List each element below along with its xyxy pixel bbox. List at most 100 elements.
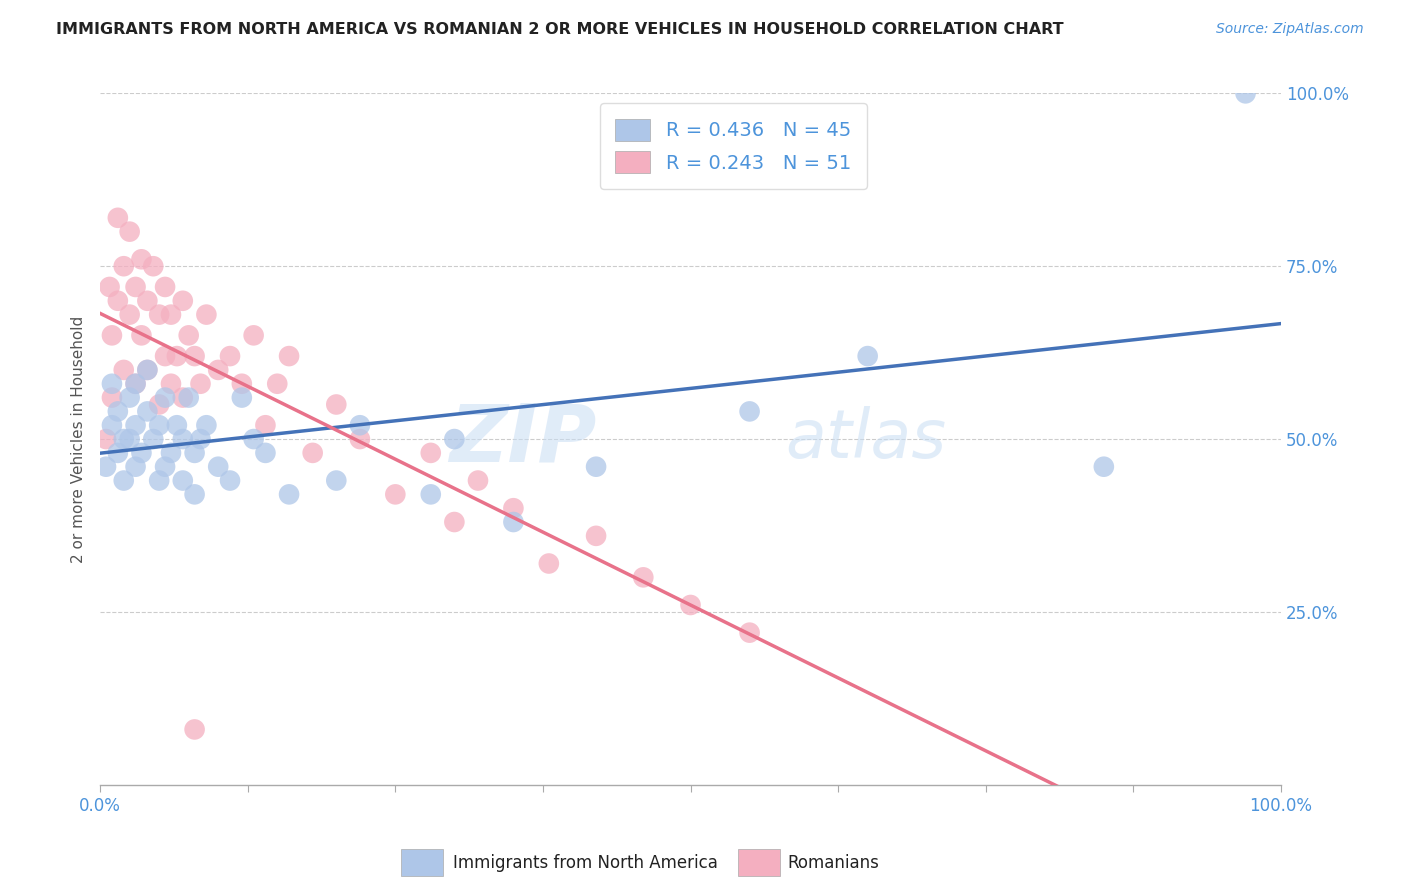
Point — [124, 418, 146, 433]
Point — [325, 397, 347, 411]
Point — [419, 487, 441, 501]
Point — [112, 259, 135, 273]
Point — [101, 328, 124, 343]
Point — [148, 418, 170, 433]
Point — [160, 446, 183, 460]
Point — [112, 363, 135, 377]
Point — [118, 391, 141, 405]
Point — [207, 459, 229, 474]
Point — [107, 293, 129, 308]
Point — [131, 252, 153, 267]
Point — [242, 328, 264, 343]
Point — [738, 625, 761, 640]
Point — [537, 557, 560, 571]
Point — [278, 487, 301, 501]
Point — [183, 349, 205, 363]
Point — [195, 308, 218, 322]
Point — [101, 376, 124, 391]
Point — [190, 376, 212, 391]
Point — [136, 293, 159, 308]
Point — [856, 349, 879, 363]
Point — [1092, 459, 1115, 474]
Point — [131, 328, 153, 343]
Point — [195, 418, 218, 433]
Point — [172, 293, 194, 308]
Point — [219, 474, 242, 488]
Point — [172, 432, 194, 446]
Point — [107, 404, 129, 418]
Point — [148, 308, 170, 322]
Point — [153, 349, 176, 363]
Point — [183, 487, 205, 501]
Point — [124, 376, 146, 391]
Point — [153, 459, 176, 474]
Text: Source: ZipAtlas.com: Source: ZipAtlas.com — [1216, 22, 1364, 37]
Point — [142, 432, 165, 446]
Point — [153, 280, 176, 294]
Point — [172, 474, 194, 488]
Point — [419, 446, 441, 460]
Point — [94, 432, 117, 446]
Point — [1234, 87, 1257, 101]
Text: Romanians: Romanians — [787, 854, 879, 871]
Point — [160, 376, 183, 391]
Point — [254, 418, 277, 433]
Text: IMMIGRANTS FROM NORTH AMERICA VS ROMANIAN 2 OR MORE VEHICLES IN HOUSEHOLD CORREL: IMMIGRANTS FROM NORTH AMERICA VS ROMANIA… — [56, 22, 1064, 37]
Point — [177, 328, 200, 343]
Point — [124, 376, 146, 391]
Point — [148, 474, 170, 488]
Point — [101, 418, 124, 433]
Point — [325, 474, 347, 488]
Point — [502, 515, 524, 529]
Point — [443, 432, 465, 446]
Point — [124, 459, 146, 474]
Point — [183, 723, 205, 737]
Text: ZIP: ZIP — [449, 400, 596, 478]
Point — [94, 459, 117, 474]
Point — [349, 418, 371, 433]
Point — [107, 446, 129, 460]
Point — [166, 349, 188, 363]
Point — [136, 363, 159, 377]
Point — [679, 598, 702, 612]
Point — [183, 446, 205, 460]
Point — [467, 474, 489, 488]
Point — [738, 404, 761, 418]
Point — [166, 418, 188, 433]
Point — [98, 280, 121, 294]
Point — [112, 474, 135, 488]
Point — [349, 432, 371, 446]
Point — [231, 391, 253, 405]
Point — [301, 446, 323, 460]
Y-axis label: 2 or more Vehicles in Household: 2 or more Vehicles in Household — [72, 316, 86, 563]
Legend: R = 0.436   N = 45, R = 0.243   N = 51: R = 0.436 N = 45, R = 0.243 N = 51 — [600, 103, 868, 189]
Text: Immigrants from North America: Immigrants from North America — [453, 854, 717, 871]
Point — [172, 391, 194, 405]
Point — [242, 432, 264, 446]
Point — [443, 515, 465, 529]
Point — [585, 459, 607, 474]
Point — [148, 397, 170, 411]
Point — [177, 391, 200, 405]
Point — [101, 391, 124, 405]
Point — [112, 432, 135, 446]
Point — [585, 529, 607, 543]
Point — [142, 259, 165, 273]
Point — [118, 432, 141, 446]
Point — [118, 225, 141, 239]
Point — [136, 363, 159, 377]
Point — [153, 391, 176, 405]
Point — [207, 363, 229, 377]
Point — [278, 349, 301, 363]
Point — [219, 349, 242, 363]
Point — [231, 376, 253, 391]
Point — [190, 432, 212, 446]
Point — [118, 308, 141, 322]
Point — [131, 446, 153, 460]
Point — [633, 570, 655, 584]
Point — [502, 501, 524, 516]
Point — [107, 211, 129, 225]
Point — [160, 308, 183, 322]
Point — [266, 376, 288, 391]
Point — [124, 280, 146, 294]
